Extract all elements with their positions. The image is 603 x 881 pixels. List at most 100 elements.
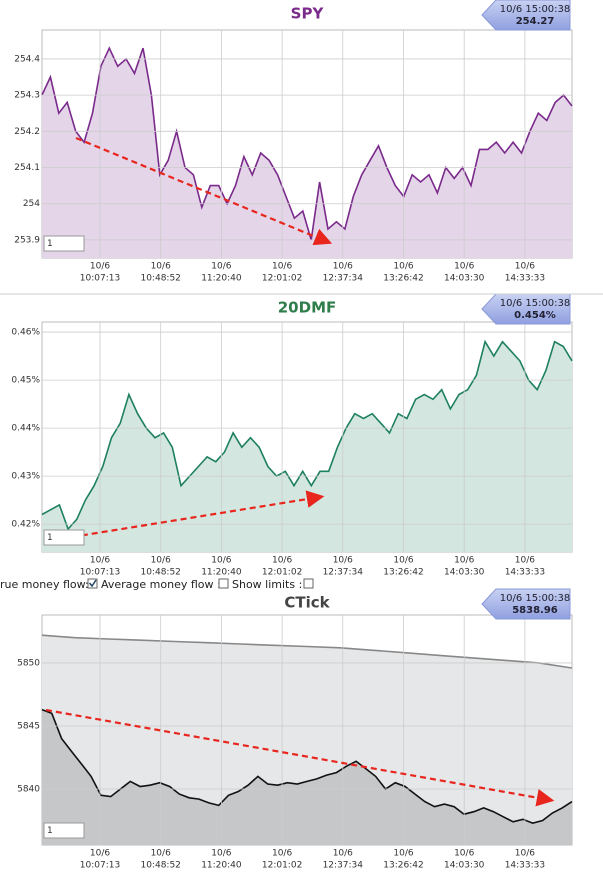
area: [42, 48, 572, 258]
area: [42, 709, 572, 845]
tooltip-time: 10/6 15:00:38: [500, 593, 571, 604]
x-tick-time: 13:26:42: [383, 861, 423, 871]
input-box: [43, 529, 85, 546]
tooltip-time: 10/6 15:00:38: [500, 4, 571, 15]
tooltip-box: [481, 293, 571, 325]
x-tick-time: 10:07:13: [80, 274, 120, 284]
x-tick-date: 10/6: [454, 262, 474, 272]
x-tick-time: 13:26:42: [383, 568, 423, 578]
y-tick-label: 254.4: [14, 54, 40, 64]
x-tick-time: 10:48:52: [140, 274, 180, 284]
area: [42, 341, 572, 552]
y-tick-label: 254.1: [14, 163, 40, 173]
control-label: Average money flow :: [101, 578, 221, 591]
x-tick-date: 10/6: [151, 849, 171, 859]
x-tick-date: 10/6: [211, 556, 231, 566]
x-tick-date: 10/6: [272, 262, 292, 272]
charts: 253.9 254 254.1 254.2 254.3 254.4 10/6 10:07:13…: [11, 0, 573, 871]
x-tick-time: 12:37:34: [323, 861, 364, 871]
x-tick-time: 13:26:42: [383, 274, 423, 284]
input-box: [43, 235, 85, 252]
x-tick-date: 10/6: [272, 556, 292, 566]
x-tick-date: 10/6: [515, 556, 535, 566]
x-tick-time: 14:33:33: [505, 274, 545, 284]
input-value: 1: [47, 533, 53, 543]
x-tick-time: 12:01:02: [262, 568, 302, 578]
tooltip-box: [481, 0, 571, 31]
x-tick-date: 10/6: [90, 849, 110, 859]
x-tick-time: 10:48:52: [140, 861, 180, 871]
x-tick-date: 10/6: [211, 849, 231, 859]
x-tick-date: 10/6: [393, 849, 413, 859]
x-tick-time: 14:33:33: [505, 568, 545, 578]
x-tick-date: 10/6: [515, 849, 535, 859]
y-tick-label: 254.3: [14, 91, 40, 101]
line: [41, 634, 573, 669]
x-tick-date: 10/6: [393, 262, 413, 272]
input-box: [43, 822, 85, 839]
control-label: rue money flow:: [0, 578, 89, 591]
x-tick-time: 12:01:02: [262, 861, 302, 871]
tooltip-box: [481, 588, 571, 620]
x-tick-time: 12:01:02: [262, 274, 302, 284]
line: [41, 339, 573, 531]
x-tick-time: 14:03:30: [444, 861, 485, 871]
x-tick-time: 11:20:40: [201, 274, 242, 284]
tooltip-value: 254.27: [516, 16, 555, 27]
x-tick-date: 10/6: [211, 262, 231, 272]
x-tick-time: 11:20:40: [201, 568, 242, 578]
line: [41, 46, 573, 241]
x-tick-date: 10/6: [515, 262, 535, 272]
trend-arrow: [75, 136, 333, 246]
tooltip-value: 5838.96: [512, 605, 558, 616]
y-tick-label: 254: [23, 199, 40, 209]
y-tick-label: 0.45%: [11, 376, 40, 386]
checkbox[interactable]: [218, 578, 229, 589]
x-tick-date: 10/6: [454, 556, 474, 566]
y-tick-label: 253.9: [14, 235, 40, 245]
chart-title: 20DMF: [278, 299, 337, 317]
x-tick-time: 14:03:30: [444, 568, 485, 578]
y-tick-label: 0.43%: [11, 472, 40, 482]
x-tick-time: 12:37:34: [323, 568, 364, 578]
x-tick-date: 10/6: [454, 849, 474, 859]
y-tick-label: 0.42%: [11, 520, 40, 530]
x-tick-time: 11:20:40: [201, 861, 242, 871]
x-tick-date: 10/6: [393, 556, 413, 566]
x-tick-date: 10/6: [272, 849, 292, 859]
trend-arrow: [45, 708, 555, 807]
x-tick-time: 14:33:33: [505, 861, 545, 871]
input-value: 1: [47, 826, 53, 836]
x-tick-date: 10/6: [333, 556, 353, 566]
x-tick-time: 10:48:52: [140, 568, 180, 578]
x-tick-date: 10/6: [90, 556, 110, 566]
tooltip-time: 10/6 15:00:38: [500, 298, 571, 309]
y-tick-label: 254.2: [14, 127, 40, 137]
x-tick-date: 10/6: [333, 262, 353, 272]
y-tick-label: 0.44%: [11, 424, 40, 434]
trend-arrow: [71, 490, 325, 539]
x-tick-time: 10:07:13: [80, 861, 120, 871]
y-tick-label: 0.46%: [11, 328, 40, 338]
x-tick-date: 10/6: [333, 849, 353, 859]
x-tick-date: 10/6: [151, 262, 171, 272]
y-tick-label: 5845: [17, 721, 40, 731]
x-tick-time: 10:07:13: [80, 568, 120, 578]
checkbox-checked[interactable]: [87, 578, 98, 589]
check: [88, 579, 97, 588]
x-tick-date: 10/6: [151, 556, 171, 566]
tooltip-value: 0.454%: [514, 310, 556, 321]
chart-title: CTick: [284, 594, 330, 612]
checkbox[interactable]: [303, 578, 314, 589]
x-tick-date: 10/6: [90, 262, 110, 272]
control-label: Show limits :: [232, 578, 302, 591]
input-value: 1: [47, 239, 53, 249]
y-tick-label: 5850: [17, 658, 40, 668]
x-tick-time: 12:37:34: [323, 274, 364, 284]
line: [41, 708, 573, 824]
x-tick-time: 14:03:30: [444, 274, 485, 284]
chart-title: SPY: [291, 5, 325, 23]
y-tick-label: 5840: [17, 785, 40, 795]
